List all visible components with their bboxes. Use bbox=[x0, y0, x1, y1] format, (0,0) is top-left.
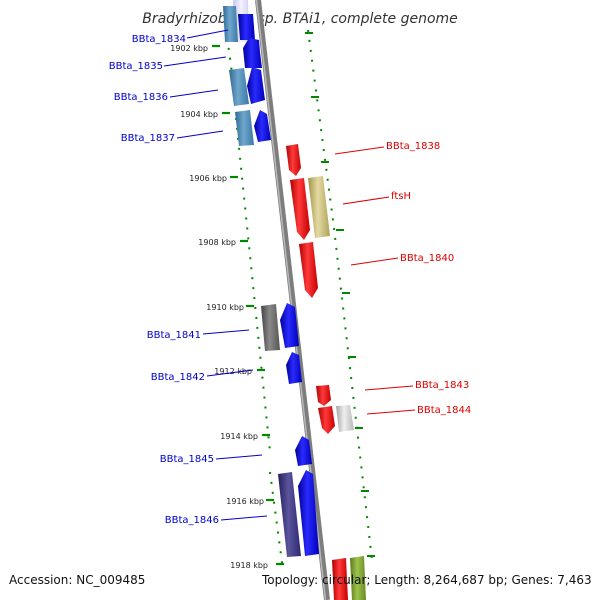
kbp-label: 1916 kbp bbox=[226, 497, 264, 506]
kbp-label: 1918 kbp bbox=[230, 561, 268, 570]
gene-label-BBta-1837: BBta_1837 bbox=[121, 133, 175, 144]
gene-BBta-1841 bbox=[261, 303, 299, 351]
gene-ftsH bbox=[290, 176, 330, 240]
kbp-labels: 1902 kbp 1904 kbp 1906 kbp 1908 kbp 1910… bbox=[170, 44, 268, 570]
gene-partial-top bbox=[223, 0, 255, 42]
gene-BBta-1846 bbox=[278, 470, 319, 557]
leader-lines-forward bbox=[163, 29, 268, 521]
kbp-label: 1912 kbp bbox=[214, 367, 252, 376]
leader-lines-reverse bbox=[334, 146, 416, 415]
gene-BBta-1838 bbox=[286, 144, 301, 176]
gene-BBta-1835 bbox=[243, 38, 262, 68]
genome-stats-text: Topology: circular; Length: 8,264,687 bp… bbox=[262, 573, 592, 587]
gene-label-BBta-1841: BBta_1841 bbox=[147, 330, 201, 341]
rail-left bbox=[225, 27, 284, 571]
gene-labels-reverse: BBta_1838 ftsH BBta_1840 BBta_1843 BBta_… bbox=[386, 141, 471, 416]
kbp-label: 1910 kbp bbox=[206, 303, 244, 312]
gene-label-BBta-1845: BBta_1845 bbox=[160, 454, 214, 465]
gene-BBta-1844 bbox=[318, 405, 354, 434]
gene-label-BBta-1834: BBta_1834 bbox=[132, 34, 186, 45]
gene-label-BBta-1842: BBta_1842 bbox=[151, 372, 205, 383]
gene-label-BBta-1846: BBta_1846 bbox=[165, 515, 219, 526]
accession-text: Accession: NC_009485 bbox=[9, 573, 146, 587]
gene-label-BBta-1844: BBta_1844 bbox=[417, 405, 471, 416]
gene-BBta-1840 bbox=[299, 242, 318, 298]
gene-partial-bottom bbox=[332, 556, 366, 600]
minor-ticks-right bbox=[305, 32, 375, 557]
kbp-ticks bbox=[212, 44, 284, 566]
gene-BBta-1845 bbox=[295, 436, 312, 466]
gene-label-BBta-1843: BBta_1843 bbox=[415, 380, 469, 391]
kbp-label: 1914 kbp bbox=[220, 432, 258, 441]
kbp-label: 1906 kbp bbox=[189, 174, 227, 183]
rail-right bbox=[307, 29, 373, 561]
gene-label-BBta-1840: BBta_1840 bbox=[400, 253, 454, 264]
gene-BBta-1837 bbox=[235, 110, 271, 146]
gene-labels-forward: BBta_1834 BBta_1835 BBta_1836 BBta_1837 … bbox=[109, 34, 219, 526]
gene-label-ftsH: ftsH bbox=[391, 191, 411, 202]
gene-label-BBta-1838: BBta_1838 bbox=[386, 141, 440, 152]
gene-BBta-1836 bbox=[229, 67, 265, 106]
gene-BBta-1842 bbox=[286, 352, 302, 384]
kbp-label: 1902 kbp bbox=[170, 44, 208, 53]
map-title: Bradyrhizobium sp. BTAi1, complete genom… bbox=[142, 11, 458, 27]
gene-label-BBta-1836: BBta_1836 bbox=[114, 92, 168, 103]
gene-label-BBta-1835: BBta_1835 bbox=[109, 61, 163, 72]
gene-BBta-1843 bbox=[316, 385, 331, 406]
kbp-label: 1908 kbp bbox=[198, 238, 236, 247]
kbp-label: 1904 kbp bbox=[180, 110, 218, 119]
